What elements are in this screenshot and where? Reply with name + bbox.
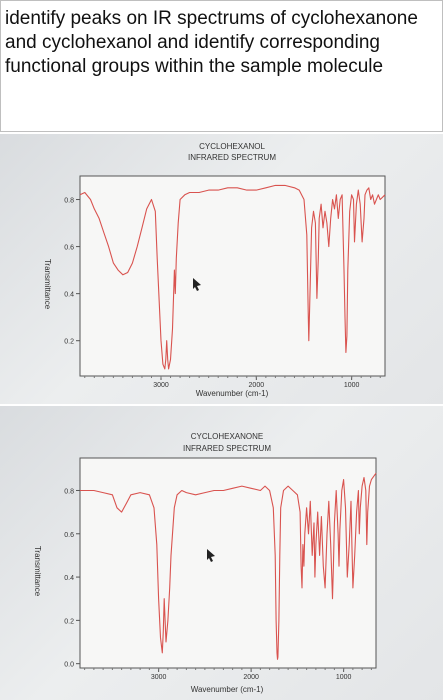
x-tick-label: 1000 [344,382,360,389]
spectrum-photo-cyclohexanone: CYCLOHEXANONE INFRARED SPECTRUM 0.0 0.2 0.… [0,406,443,700]
y-tick-label: 0.6 [64,532,74,539]
y-axis-label: Transmittance [33,546,42,597]
question-card: identify peaks on IR spectrums of cycloh… [0,0,443,132]
spectrum-line [80,472,377,660]
mouse-cursor-icon [193,278,201,291]
chart-subtitle: INFRARED SPECTRUM [188,153,276,162]
chart-title: CYCLOHEXANONE [191,432,263,441]
ir-chart-cyclohexanol: CYCLOHEXANOL INFRARED SPECTRUM 0.2 0.4 0.6… [43,142,386,398]
x-tick-label: 2000 [249,382,265,389]
x-tick-label: 2000 [243,674,259,681]
x-ticks: 3000 2000 1000 [84,376,381,389]
x-tick-label: 3000 [153,382,169,389]
y-tick-label: 0.0 [64,662,74,669]
spectrum-photo-cyclohexanol: CYCLOHEXANOL INFRARED SPECTRUM 0.2 0.4 0.6… [0,134,443,404]
mouse-cursor-icon [207,549,215,562]
x-tick-label: 1000 [336,674,352,681]
chart-title: CYCLOHEXANOL [199,142,265,151]
x-axis-label: Wavenumber (cm-1) [191,685,264,694]
y-axis-label: Transmittance [43,259,52,310]
spectrum-line [79,184,386,370]
x-tick-label: 3000 [151,674,167,681]
ir-chart-cyclohexanone: CYCLOHEXANONE INFRARED SPECTRUM 0.00.20.… [33,432,377,694]
y-tick-label: 0.6 [64,245,74,252]
chart-subtitle: INFRARED SPECTRUM [183,444,271,453]
y-ticks: 0.0 0.2 0.4 0.6 0.8 [64,488,80,669]
question-text: identify peaks on IR spectrums of cycloh… [5,8,418,77]
y-ticks: 0.2 0.4 0.6 0.8 [64,198,80,346]
y-tick-label: 0.2 [64,618,74,625]
y-tick-label: 0.8 [64,198,74,205]
plot-area [79,457,377,669]
x-ticks: 3000 2000 1000 [84,668,372,681]
y-tick-label: 0.4 [64,292,74,299]
y-tick-label: 0.8 [64,488,74,495]
x-axis-label: Wavenumber (cm-1) [196,389,269,398]
y-tick-label: 0.2 [64,339,74,346]
y-tick-label: 0.4 [64,575,74,582]
